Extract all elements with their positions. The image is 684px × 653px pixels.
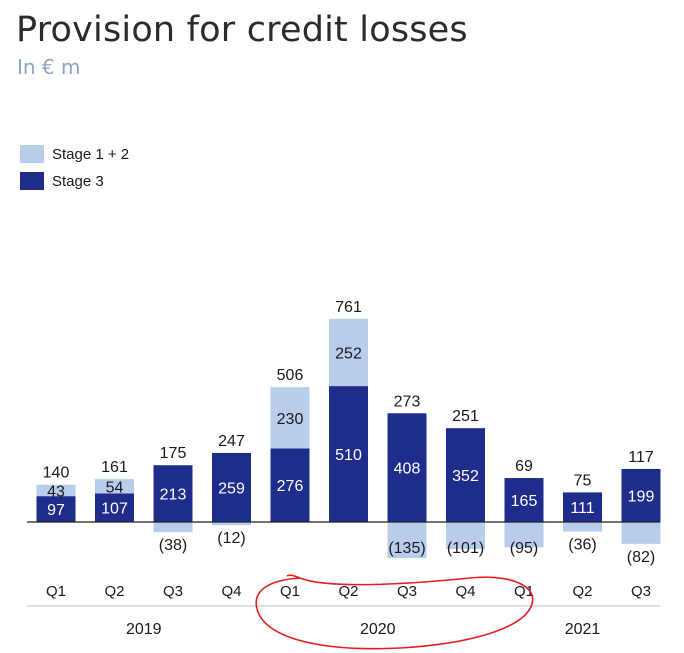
data-label-stage12: (95) — [510, 540, 538, 557]
bar-stage12 — [36, 484, 76, 497]
data-label-stage12: 54 — [106, 479, 124, 496]
data-label-total: 69 — [515, 458, 533, 475]
data-label-total: 175 — [160, 445, 187, 462]
bar-stage3 — [504, 478, 544, 522]
year-label: 2021 — [565, 621, 601, 638]
bar-stage3 — [621, 468, 661, 522]
year-label: 2020 — [360, 621, 396, 638]
data-label-total: 140 — [43, 465, 70, 482]
data-label-stage12: (82) — [627, 549, 655, 566]
data-label-stage3: 259 — [218, 480, 245, 497]
data-label-stage3: 111 — [570, 500, 594, 517]
data-label-stage12: 43 — [47, 483, 65, 500]
data-label-total: 761 — [335, 299, 362, 316]
data-label-stage12: (38) — [159, 537, 187, 554]
data-label-stage12: 230 — [277, 411, 304, 428]
annotation-red-circle — [255, 574, 534, 650]
data-label-stage12: (36) — [568, 537, 596, 554]
data-label-stage12: (135) — [388, 540, 425, 557]
data-label-stage3: 97 — [47, 502, 65, 519]
bar-stage12 — [621, 522, 661, 544]
data-label-stage12: (101) — [447, 540, 484, 557]
bar-stage3 — [387, 413, 427, 522]
bar-stage3 — [212, 452, 251, 522]
bar-stage3 — [270, 448, 310, 522]
x-tick-label: Q1 — [46, 583, 66, 600]
data-label-stage3: 276 — [277, 478, 304, 495]
bar-stage12 — [387, 522, 427, 558]
x-tick-label: Q3 — [397, 583, 417, 600]
year-label: 2019 — [126, 621, 162, 638]
data-label-total: 506 — [277, 367, 304, 384]
bar-stage12 — [153, 522, 193, 533]
legend-swatch-stage12 — [20, 145, 44, 163]
data-label-total: 251 — [452, 408, 479, 425]
data-label-total: 273 — [394, 393, 421, 410]
chart-title: Provision for credit losses — [16, 10, 468, 50]
data-label-stage3: 165 — [511, 493, 538, 510]
x-tick-label: Q1 — [514, 583, 534, 600]
x-tick-label: Q4 — [221, 583, 241, 600]
data-label-stage3: 352 — [452, 468, 479, 485]
bar-stage3 — [446, 428, 485, 522]
data-label-stage12: 252 — [335, 346, 362, 363]
chart-subtitle: In € m — [17, 55, 81, 79]
bar-stage3 — [36, 496, 76, 522]
data-label-stage12: (12) — [217, 530, 245, 547]
legend-item-stage12: Stage 1 + 2 — [20, 145, 129, 163]
bar-stage3 — [563, 492, 602, 522]
bar-stage12 — [212, 522, 251, 526]
bar-stage3 — [95, 493, 134, 522]
x-tick-label: Q1 — [280, 583, 300, 600]
legend-swatch-stage3 — [20, 172, 44, 190]
bar-stage12 — [504, 522, 544, 548]
x-tick-label: Q2 — [104, 583, 124, 600]
legend-item-stage3: Stage 3 — [20, 172, 129, 190]
data-label-total: 75 — [574, 472, 592, 489]
bar-stage3 — [153, 465, 193, 522]
bar-stage12 — [446, 522, 485, 549]
bar-stage12 — [329, 318, 368, 387]
data-label-stage3: 199 — [628, 488, 655, 505]
x-tick-label: Q2 — [572, 583, 592, 600]
data-label-stage3: 213 — [160, 487, 187, 504]
x-tick-label: Q4 — [455, 583, 475, 600]
bar-stage3 — [329, 386, 368, 522]
bar-stage12 — [95, 479, 134, 494]
x-tick-label: Q3 — [163, 583, 183, 600]
x-tick-label: Q3 — [631, 583, 651, 600]
legend-label-stage12: Stage 1 + 2 — [52, 145, 130, 163]
data-label-total: 117 — [628, 449, 654, 466]
data-label-total: 161 — [101, 459, 128, 476]
data-label-stage3: 510 — [335, 447, 362, 464]
x-tick-label: Q2 — [338, 583, 358, 600]
data-label-total: 247 — [218, 433, 245, 450]
bar-stage12 — [270, 387, 310, 449]
data-label-stage3: 408 — [394, 461, 421, 478]
legend: Stage 1 + 2 Stage 3 — [20, 145, 129, 199]
legend-label-stage3: Stage 3 — [52, 172, 104, 190]
bar-stage12 — [563, 522, 602, 532]
data-label-stage3: 107 — [101, 501, 128, 518]
